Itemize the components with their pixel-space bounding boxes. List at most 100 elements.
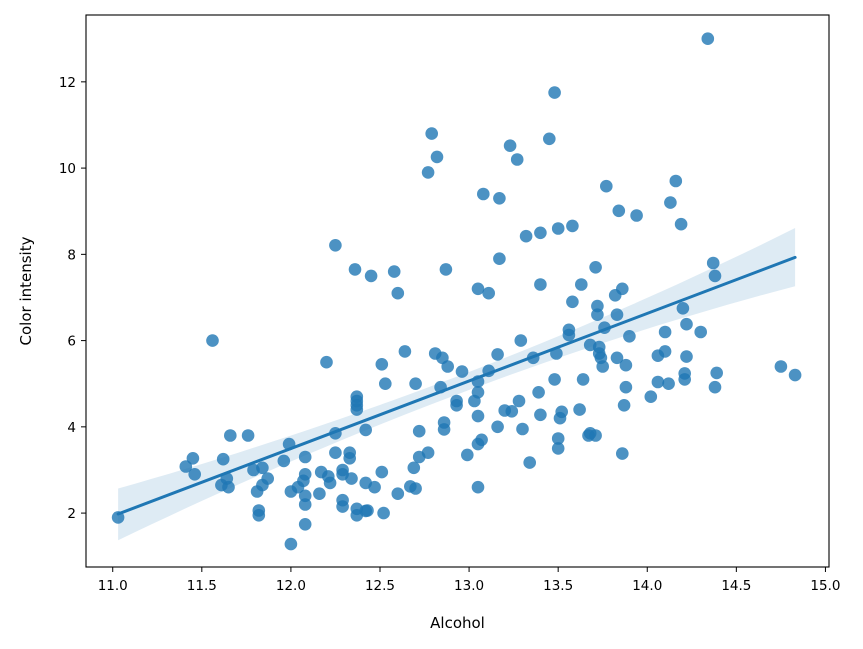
data-point: [368, 480, 381, 494]
data-point: [493, 252, 506, 265]
data-point: [612, 204, 626, 218]
data-point: [188, 468, 201, 481]
data-point: [379, 377, 392, 391]
data-point: [616, 447, 629, 460]
data-point: [375, 465, 389, 479]
data-point: [551, 432, 565, 445]
data-point: [575, 278, 588, 291]
data-point: [630, 209, 643, 222]
data-point: [364, 269, 378, 283]
data-point: [610, 308, 624, 322]
data-point: [589, 429, 602, 442]
data-point: [450, 399, 463, 412]
data-point: [710, 366, 723, 380]
data-point: [430, 150, 444, 164]
data-point: [425, 127, 439, 140]
data-point: [616, 282, 629, 296]
data-point: [348, 263, 362, 276]
data-point: [412, 424, 426, 438]
y-tick-label: 4: [67, 420, 76, 436]
data-point: [514, 334, 528, 347]
data-point: [543, 132, 556, 146]
x-tick-label: 11.5: [187, 578, 217, 594]
data-point: [439, 263, 453, 276]
x-axis-label: Alcohol: [430, 614, 485, 632]
data-point: [519, 229, 533, 243]
data-point: [491, 348, 504, 361]
data-point: [320, 355, 333, 369]
data-point: [471, 409, 485, 423]
x-axis-ticks: 11.0 11.5 12.0 12.5 13.0 13.5 14.0 14.5 15.0: [98, 567, 840, 594]
data-point: [548, 373, 561, 386]
y-tick-label: 8: [67, 247, 76, 263]
data-point: [206, 334, 219, 347]
data-point: [421, 166, 435, 179]
scatter-points-layer: [111, 32, 802, 551]
data-point: [774, 360, 788, 373]
data-point: [573, 403, 586, 416]
data-point: [551, 222, 565, 235]
data-point: [623, 330, 636, 343]
data-point: [298, 489, 312, 503]
x-tick-label: 13.5: [543, 578, 573, 594]
data-point: [482, 286, 496, 300]
data-point: [329, 239, 342, 252]
data-point: [566, 219, 579, 233]
data-point: [658, 325, 672, 339]
data-point: [617, 399, 631, 412]
data-point: [298, 450, 312, 464]
data-point: [562, 328, 576, 342]
data-point: [708, 269, 722, 283]
data-point: [441, 360, 455, 373]
data-point: [678, 373, 691, 386]
x-tick-label: 13.0: [454, 578, 484, 594]
x-tick-label: 14.0: [632, 578, 662, 594]
data-point: [375, 358, 389, 371]
data-point: [387, 265, 401, 278]
data-point: [555, 405, 568, 419]
data-point: [708, 380, 722, 394]
data-point: [409, 377, 422, 391]
data-point: [534, 408, 547, 422]
data-point: [323, 476, 337, 490]
data-point: [361, 504, 374, 517]
data-point: [658, 345, 672, 358]
data-point: [471, 386, 485, 399]
data-point: [377, 506, 390, 520]
data-point: [261, 472, 275, 485]
y-tick-label: 10: [59, 161, 76, 177]
data-point: [566, 295, 579, 309]
data-point: [252, 509, 266, 522]
data-point: [277, 454, 291, 468]
data-point: [398, 345, 412, 358]
x-tick-label: 12.0: [276, 578, 306, 594]
data-point: [298, 498, 312, 511]
data-point: [523, 456, 536, 469]
data-point: [329, 446, 342, 460]
data-point: [437, 423, 451, 436]
data-point: [596, 360, 609, 373]
data-point: [706, 256, 720, 270]
data-point: [510, 153, 524, 166]
data-point: [701, 32, 715, 45]
data-point: [421, 446, 435, 460]
data-point: [505, 405, 519, 418]
data-point: [576, 373, 590, 386]
data-point: [503, 139, 517, 152]
data-point: [644, 390, 658, 404]
data-point: [493, 192, 506, 205]
data-point: [461, 448, 474, 462]
data-point: [589, 261, 602, 274]
data-point: [680, 350, 693, 363]
data-point: [313, 487, 326, 501]
data-point: [391, 286, 405, 300]
data-point: [336, 500, 349, 513]
x-tick-label: 11.0: [98, 578, 128, 594]
data-point: [407, 461, 421, 475]
data-point: [551, 442, 565, 455]
data-point: [674, 217, 688, 231]
data-point: [409, 482, 422, 495]
data-point: [471, 480, 485, 494]
